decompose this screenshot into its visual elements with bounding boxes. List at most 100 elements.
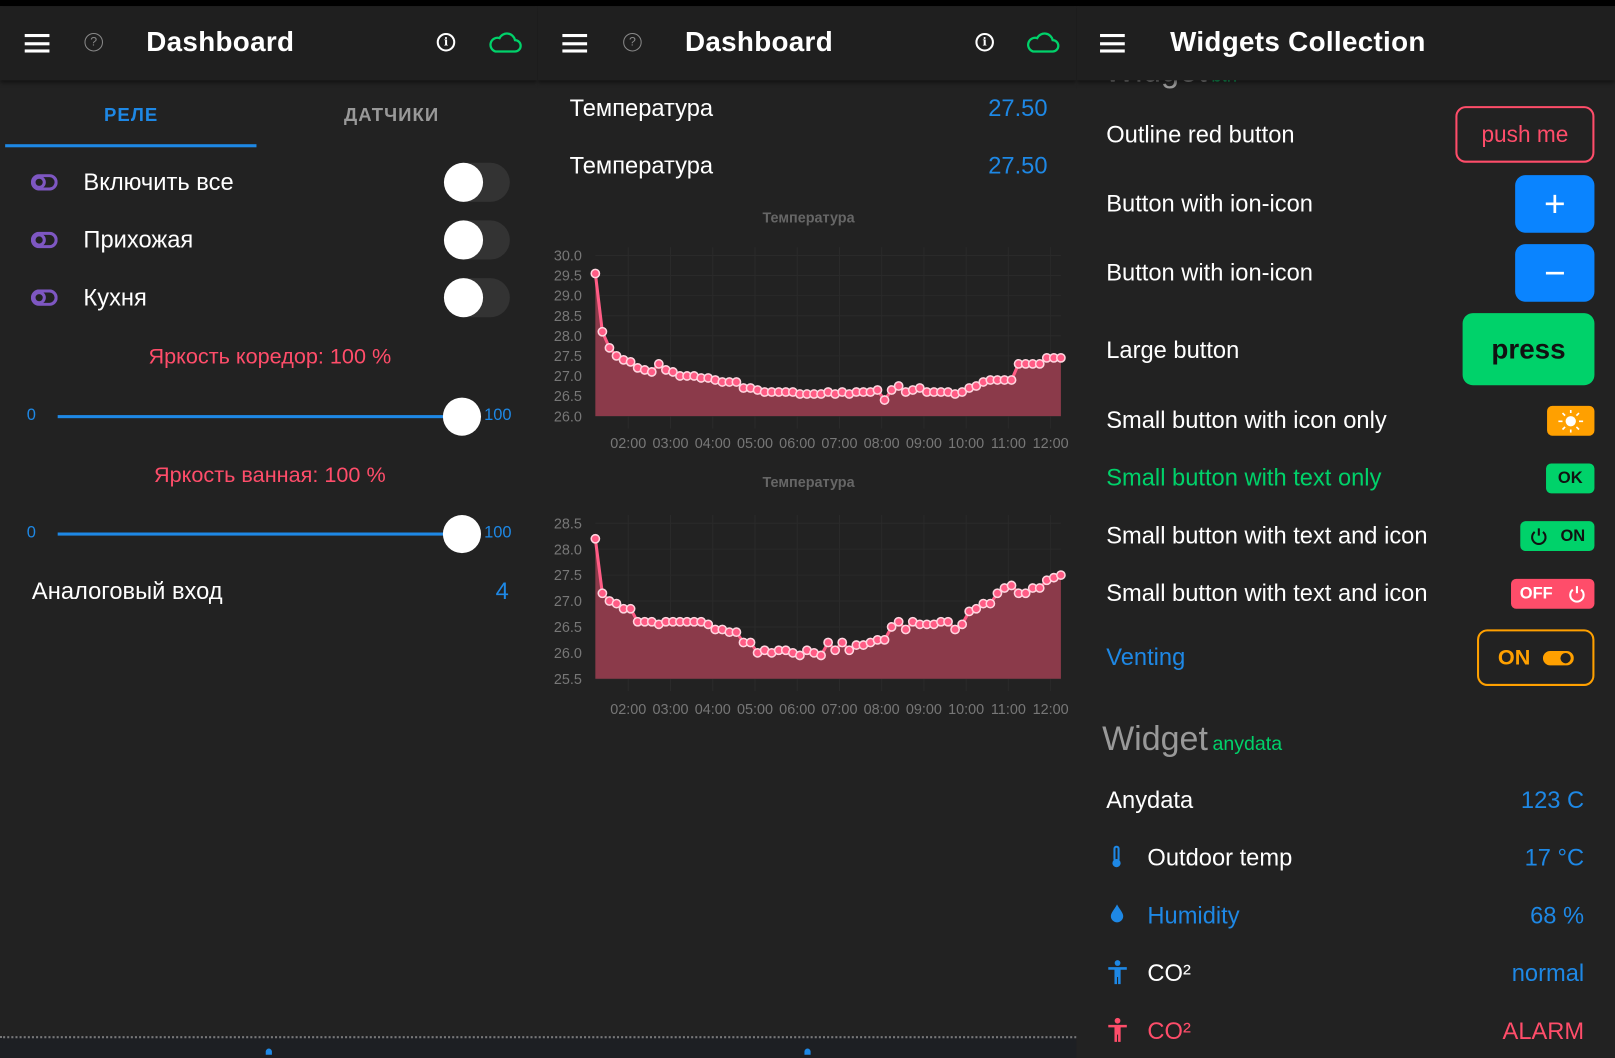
power-icon (1531, 527, 1547, 545)
ok-button[interactable]: OK (1546, 463, 1595, 494)
slider-min: 0 (26, 406, 36, 425)
relay-switch[interactable] (443, 278, 510, 318)
y-tick-label: 28.0 (554, 329, 582, 345)
button-text: push me (1481, 121, 1569, 147)
anydata-value: 68 % (1530, 901, 1585, 929)
data-point (985, 598, 996, 609)
press-button[interactable]: press (1462, 313, 1595, 386)
sun-button[interactable] (1547, 405, 1595, 436)
toggle-icon (30, 174, 58, 191)
x-tick-label: 07:00 (821, 436, 857, 452)
toggle-icon (30, 289, 58, 306)
widget-label: Small button with icon only (1106, 406, 1387, 434)
data-point (830, 645, 841, 656)
analog-input-label: Аналоговый вход (31, 577, 223, 605)
widget-label: Small button with text and icon (1106, 579, 1428, 607)
x-tick-label: 09:00 (906, 702, 942, 718)
slider-max: 100 (484, 524, 512, 542)
y-tick-label: 27.5 (554, 568, 582, 584)
tab-sensors[interactable]: ДАТЧИКИ (344, 104, 440, 126)
venting-toggle-button[interactable]: ON (1477, 629, 1595, 686)
brightness-slider-track[interactable] (57, 532, 464, 536)
y-tick-label: 30.0 (554, 249, 582, 265)
page-title: Dashboard (146, 26, 295, 58)
slider-min: 0 (26, 524, 36, 542)
menu-icon[interactable] (562, 33, 588, 53)
sun-icon (1558, 409, 1584, 433)
toggle-icon (30, 231, 58, 249)
y-tick-label: 27.0 (554, 369, 582, 385)
cloud-icon[interactable] (1025, 30, 1060, 55)
y-tick-label: 27.0 (554, 594, 582, 610)
x-tick-label: 06:00 (779, 702, 815, 718)
temperature-value: 27.50 (988, 151, 1048, 179)
slider-handle[interactable] (442, 397, 482, 436)
relay-switch[interactable] (443, 220, 510, 260)
dashboard-sensors-panel: ? Dashboard i Температура 27.50 Температ… (537, 6, 1077, 1058)
brightness-slider-track[interactable] (57, 415, 464, 419)
y-tick-label: 26.0 (554, 409, 582, 425)
dashboard-relays-panel: ? Dashboard i РЕЛЕ ДАТЧИКИ Включить все … (0, 6, 538, 1058)
data-point (703, 619, 714, 630)
on-button[interactable]: ON (1520, 521, 1595, 552)
anydata-value: 123 C (1520, 786, 1585, 814)
data-point (900, 624, 911, 635)
off-button[interactable]: OFF (1511, 578, 1595, 609)
x-tick-label: 04:00 (695, 436, 731, 452)
x-tick-label: 03:00 (652, 436, 688, 452)
data-point (1020, 588, 1031, 599)
help-icon[interactable]: ? (84, 32, 103, 52)
x-tick-label: 10:00 (948, 702, 984, 718)
slider-label: Яркость коредор: 100 % (148, 345, 392, 369)
minus-icon: − (1543, 251, 1566, 294)
x-tick-label: 05:00 (737, 702, 773, 718)
temperature-chart: Температура 02:00 03:00 04:00 05:00 06:00 07:0… (554, 475, 1069, 718)
data-point (879, 634, 890, 645)
data-point (653, 359, 664, 369)
push-me-button[interactable]: push me (1455, 106, 1595, 163)
help-icon[interactable]: ? (623, 32, 642, 52)
temperature-value: 27.50 (988, 94, 1048, 122)
status-strip (0, 0, 1615, 7)
anydata-value: ALARM (1502, 1017, 1585, 1044)
x-tick-label: 12:00 (1033, 702, 1069, 718)
data-point (731, 627, 742, 638)
data-point (992, 588, 1003, 599)
data-point (1056, 570, 1066, 580)
info-icon[interactable]: i (436, 32, 456, 52)
widget-label: Outline red button (1106, 121, 1295, 148)
anydata-value: normal (1511, 959, 1585, 987)
data-point (816, 650, 826, 661)
data-point (879, 395, 890, 405)
tab-relays[interactable]: РЕЛЕ (104, 104, 159, 126)
menu-icon[interactable] (24, 33, 50, 53)
anydata-label: Outdoor temp (1147, 844, 1293, 871)
data-point (844, 645, 855, 656)
page-title: Dashboard (684, 26, 833, 58)
y-tick-label: 28.5 (554, 309, 582, 325)
y-tick-label: 29.5 (554, 269, 582, 285)
minus-button[interactable]: − (1515, 244, 1595, 302)
widget-label: Small button with text and icon (1106, 521, 1428, 549)
relay-switch[interactable] (443, 162, 510, 202)
toggle-icon (1542, 650, 1574, 665)
menu-icon[interactable] (1100, 33, 1125, 53)
analog-input-value: 4 (495, 577, 509, 605)
info-icon[interactable]: i (975, 32, 994, 52)
button-text: OFF (1519, 584, 1553, 603)
data-point (893, 381, 904, 391)
cloud-icon[interactable] (487, 30, 522, 55)
relay-label: Прихожая (83, 226, 194, 253)
active-tab-indicator (5, 144, 257, 148)
data-point (893, 616, 904, 627)
plus-button[interactable]: + (1515, 175, 1595, 233)
bottom-tab-bar (0, 1036, 1077, 1058)
widget-label: Venting (1106, 643, 1186, 671)
data-point (1034, 583, 1045, 593)
slider-handle[interactable] (442, 515, 482, 554)
data-point (604, 342, 615, 353)
section-heading-anydata: Widget anydata (1102, 719, 1282, 758)
y-tick-label: 28.0 (554, 542, 582, 558)
data-point (611, 350, 622, 361)
data-point (745, 637, 756, 648)
